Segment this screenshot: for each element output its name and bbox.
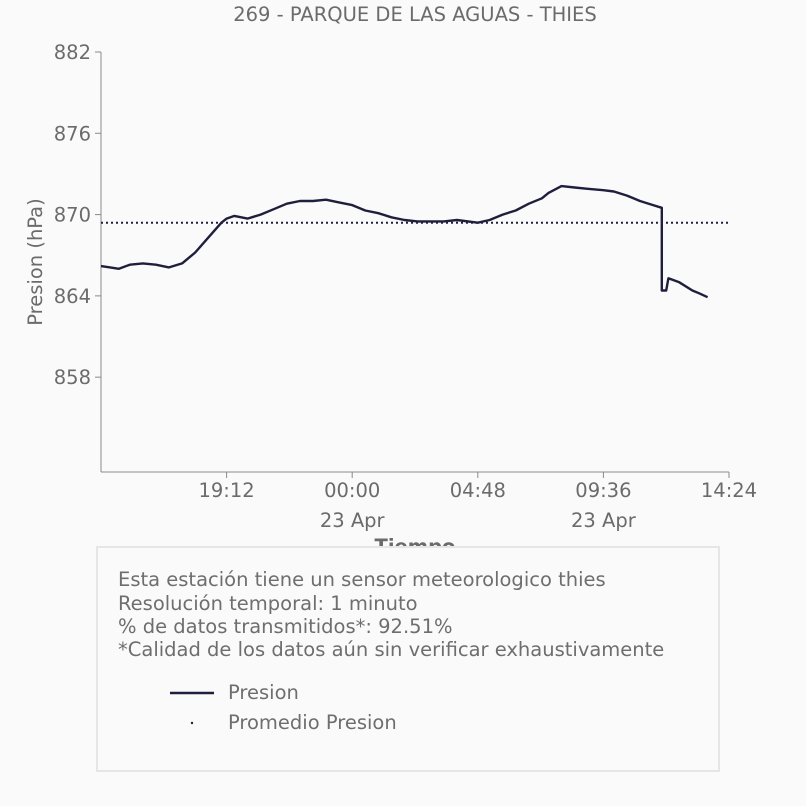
x-tick-label: 14:24 [701, 479, 757, 502]
x-tick-label: 00:00 [324, 479, 380, 502]
legend-label-presion: Presion [228, 681, 299, 704]
info-box: Esta estación tiene un sensor meteorolog… [96, 546, 720, 772]
x-tick-label: 19:12 [198, 479, 254, 502]
x-tick-date-label: 23 Apr [571, 509, 637, 532]
info-resolution: Resolución temporal: 1 minuto [118, 592, 418, 615]
x-tick-date-label: 23 Apr [320, 509, 386, 532]
y-tick-label: 870 [54, 204, 91, 227]
info-sensor: Esta estación tiene un sensor meteorolog… [118, 568, 606, 591]
y-tick-label: 864 [54, 285, 91, 308]
x-tick-label: 09:36 [575, 479, 631, 502]
y-ticks: 882 876 870 864 858 [54, 41, 101, 389]
x-ticks: 19:12 00:00 23 Apr 04:48 09:36 23 Apr 14:24 [198, 472, 757, 532]
y-tick-label: 876 [54, 122, 91, 145]
legend-dot-icon [190, 721, 194, 725]
legend-line-icon [170, 691, 214, 695]
x-tick-label: 04:48 [450, 479, 506, 502]
pressure-series-line [100, 184, 709, 299]
y-axis-label: Presion (hPa) [24, 198, 47, 325]
y-tick-label: 882 [54, 41, 91, 64]
info-transmitted: % de datos transmitidos*: 92.51% [118, 615, 453, 638]
chart-title: 269 - PARQUE DE LAS AGUAS - THIES [233, 3, 597, 26]
y-tick-label: 858 [54, 366, 91, 389]
legend-label-promedio: Promedio Presion [228, 711, 397, 734]
info-quality: *Calidad de los datos aún sin verificar … [118, 638, 665, 661]
